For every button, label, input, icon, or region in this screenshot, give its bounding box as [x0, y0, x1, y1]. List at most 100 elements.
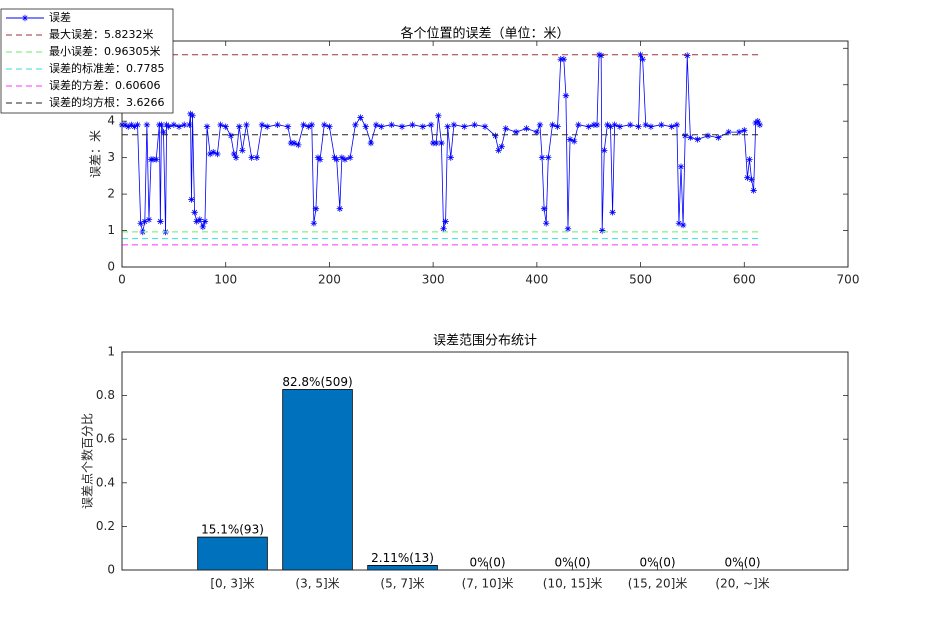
bar-value-label: 0%(0) — [555, 556, 591, 570]
point-marker — [235, 123, 243, 130]
point-marker — [300, 121, 307, 129]
x-tick-label: (7, 10]米 — [462, 577, 514, 591]
point-marker — [206, 150, 214, 158]
point-marker — [316, 156, 324, 163]
point-marker — [687, 134, 694, 141]
point-marker — [203, 123, 211, 130]
point-marker — [675, 220, 683, 227]
legend: 误差最大误差：5.8232米最小误差：0.96305米误差的标准差：0.7785… — [0, 8, 174, 114]
point-marker — [492, 132, 499, 139]
point-marker — [495, 147, 502, 154]
x-tick-label: (15, 20]米 — [628, 577, 688, 591]
point-marker — [668, 123, 675, 130]
point-marker — [741, 127, 748, 134]
point-marker — [538, 154, 546, 161]
bar-value-label: 82.8%(509) — [282, 375, 352, 389]
point-marker — [352, 121, 359, 129]
point-marker — [308, 121, 315, 129]
y-axis-label: 误差点个数百分比 — [80, 413, 95, 509]
point-marker — [346, 154, 354, 161]
bar-value-label: 15.1%(93) — [201, 523, 264, 537]
point-marker — [137, 220, 144, 227]
point-marker — [725, 128, 732, 136]
point-marker — [131, 123, 138, 130]
point-marker — [533, 128, 541, 136]
point-marker — [673, 121, 681, 129]
point-marker — [694, 136, 701, 143]
point-marker — [440, 225, 447, 232]
point-marker — [502, 125, 509, 132]
point-marker — [744, 174, 751, 181]
point-marker — [305, 123, 312, 130]
point-marker — [310, 220, 318, 227]
point-marker — [433, 139, 440, 147]
x-tick-label: 100 — [214, 273, 237, 287]
x-tick-label: (5, 7]米 — [380, 577, 424, 591]
legend-marker — [21, 14, 29, 22]
point-marker — [598, 227, 606, 234]
point-marker — [398, 123, 406, 130]
point-marker — [165, 123, 172, 130]
x-tick-label: 400 — [525, 273, 548, 287]
point-marker — [367, 139, 375, 147]
point-marker — [549, 121, 556, 129]
legend-label: 最小误差：0.96305米 — [49, 44, 161, 58]
point-marker — [312, 205, 320, 212]
point-marker — [748, 176, 755, 183]
point-marker — [157, 218, 164, 225]
point-marker — [419, 123, 426, 130]
point-marker — [191, 209, 198, 216]
point-marker — [471, 121, 478, 129]
point-marker — [658, 121, 665, 129]
point-marker — [545, 154, 552, 161]
x-tick-label: 300 — [422, 273, 445, 287]
point-marker — [637, 51, 644, 59]
point-marker — [145, 216, 153, 223]
point-marker — [639, 56, 646, 63]
bar-value-label: 0%(0) — [640, 556, 676, 570]
bar-value-label: 2.11%(13) — [371, 551, 434, 565]
point-marker — [357, 114, 364, 121]
x-tick-label: 700 — [837, 273, 860, 287]
legend-label: 误差的均方根：3.6266 — [49, 95, 165, 109]
axes-box — [121, 351, 849, 571]
bar — [367, 565, 438, 571]
point-marker — [284, 123, 292, 130]
point-marker — [274, 121, 281, 129]
point-marker — [523, 125, 530, 132]
point-marker — [447, 154, 454, 161]
point-marker — [597, 52, 605, 59]
point-marker — [438, 139, 445, 147]
point-marker — [750, 187, 757, 194]
point-marker — [295, 141, 302, 149]
point-marker — [427, 121, 435, 129]
point-marker — [227, 132, 235, 139]
point-marker — [593, 121, 601, 129]
bar-value-label: 0%(0) — [470, 556, 506, 570]
point-marker — [230, 150, 238, 158]
point-marker — [199, 223, 207, 231]
x-tick-label: (20, ~]米 — [715, 577, 769, 591]
point-marker — [642, 121, 649, 129]
point-marker — [388, 121, 395, 129]
point-marker — [601, 147, 608, 154]
point-marker — [121, 121, 129, 129]
point-marker — [248, 154, 255, 161]
point-marker — [635, 123, 642, 130]
chart-title: 各个位置的误差（单位：米） — [400, 26, 569, 42]
y-tick-label: 3 — [107, 150, 115, 164]
point-marker — [338, 154, 346, 161]
y-tick-label: 1 — [107, 345, 115, 359]
bar — [197, 536, 268, 571]
legend-label: 最大误差：5.8232米 — [49, 27, 154, 41]
point-marker — [756, 121, 764, 129]
plot-area — [121, 40, 849, 268]
point-marker — [540, 205, 548, 212]
x-tick-label: 0 — [118, 273, 126, 287]
chart-title: 误差范围分布统计 — [433, 334, 537, 349]
x-tick-label: (3, 5]米 — [295, 577, 339, 591]
point-marker — [704, 132, 712, 139]
point-marker — [141, 218, 149, 225]
point-marker — [264, 123, 271, 130]
